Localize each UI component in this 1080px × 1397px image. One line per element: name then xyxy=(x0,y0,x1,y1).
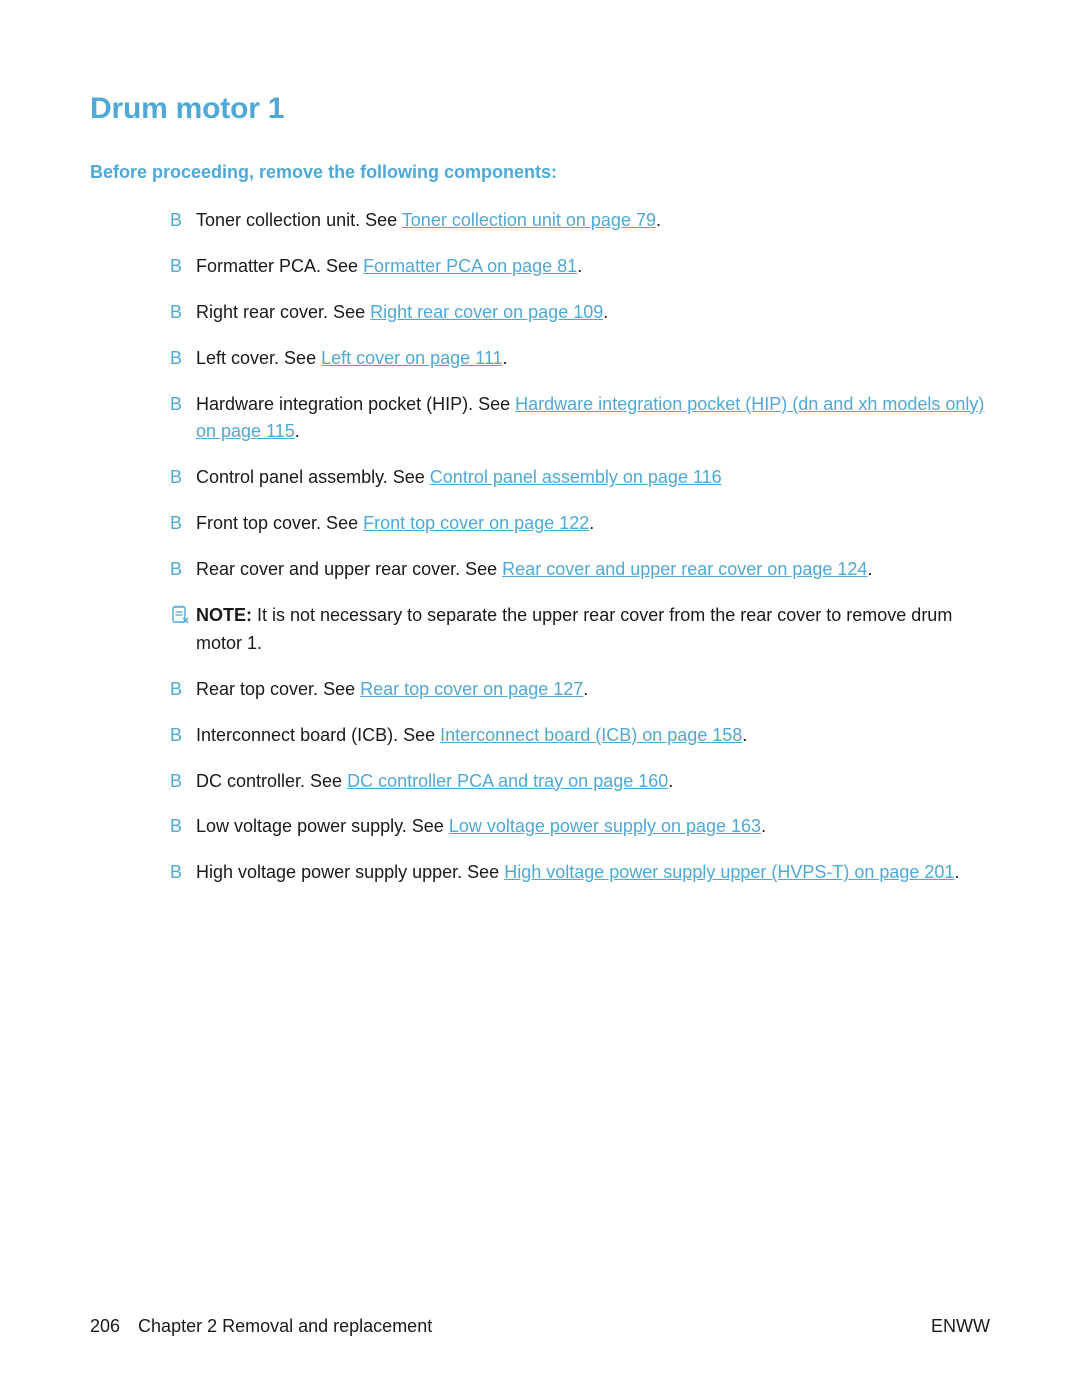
list-item: B Hardware integration pocket (HIP). See… xyxy=(170,391,990,447)
item-prefix: Toner collection unit. See xyxy=(196,210,402,230)
item-prefix: Front top cover. See xyxy=(196,513,363,533)
component-list: B Toner collection unit. See Toner colle… xyxy=(90,207,990,887)
cross-ref-link[interactable]: Interconnect board (ICB) on page 158 xyxy=(440,725,742,745)
item-prefix: Rear cover and upper rear cover. See xyxy=(196,559,502,579)
bullet-icon: B xyxy=(170,253,196,281)
page-title: Drum motor 1 xyxy=(90,92,990,126)
item-prefix: Low voltage power supply. See xyxy=(196,816,449,836)
list-item-body: Right rear cover. See Right rear cover o… xyxy=(196,299,990,327)
cross-ref-link[interactable]: Formatter PCA on page 81 xyxy=(363,256,577,276)
list-item: B Right rear cover. See Right rear cover… xyxy=(170,299,990,327)
cross-ref-link[interactable]: Toner collection unit on page 79 xyxy=(402,210,656,230)
list-item-body: Control panel assembly. See Control pane… xyxy=(196,464,990,492)
item-prefix: Left cover. See xyxy=(196,348,321,368)
item-suffix: . xyxy=(577,256,582,276)
note-text: It is not necessary to separate the uppe… xyxy=(196,605,952,653)
item-prefix: Rear top cover. See xyxy=(196,679,360,699)
list-item-body: Interconnect board (ICB). See Interconne… xyxy=(196,722,990,750)
bullet-icon: B xyxy=(170,859,196,887)
list-item-body: DC controller. See DC controller PCA and… xyxy=(196,768,990,796)
item-prefix: Formatter PCA. See xyxy=(196,256,363,276)
item-prefix: High voltage power supply upper. See xyxy=(196,862,504,882)
list-item: B Interconnect board (ICB). See Intercon… xyxy=(170,722,990,750)
section-subtitle: Before proceeding, remove the following … xyxy=(90,162,990,183)
list-item-body: Hardware integration pocket (HIP). See H… xyxy=(196,391,990,447)
cross-ref-link[interactable]: Low voltage power supply on page 163 xyxy=(449,816,761,836)
item-suffix: . xyxy=(589,513,594,533)
cross-ref-link[interactable]: Right rear cover on page 109 xyxy=(370,302,603,322)
item-suffix: . xyxy=(742,725,747,745)
note-body: NOTE: It is not necessary to separate th… xyxy=(196,602,990,658)
item-prefix: Hardware integration pocket (HIP). See xyxy=(196,394,515,414)
item-prefix: Control panel assembly. See xyxy=(196,467,430,487)
bullet-icon: B xyxy=(170,464,196,492)
item-suffix: . xyxy=(503,348,508,368)
list-item-body: Low voltage power supply. See Low voltag… xyxy=(196,813,990,841)
item-suffix: . xyxy=(656,210,661,230)
footer-right: ENWW xyxy=(931,1316,990,1337)
bullet-icon: B xyxy=(170,722,196,750)
list-item: B Control panel assembly. See Control pa… xyxy=(170,464,990,492)
list-item-body: Formatter PCA. See Formatter PCA on page… xyxy=(196,253,990,281)
item-suffix: . xyxy=(954,862,959,882)
bullet-icon: B xyxy=(170,556,196,584)
bullet-icon: B xyxy=(170,299,196,327)
item-prefix: Interconnect board (ICB). See xyxy=(196,725,440,745)
item-suffix: . xyxy=(867,559,872,579)
list-item: B Front top cover. See Front top cover o… xyxy=(170,510,990,538)
cross-ref-link[interactable]: High voltage power supply upper (HVPS-T)… xyxy=(504,862,954,882)
note-block: NOTE: It is not necessary to separate th… xyxy=(170,602,990,658)
list-item: B DC controller. See DC controller PCA a… xyxy=(170,768,990,796)
bullet-icon: B xyxy=(170,510,196,538)
item-suffix: . xyxy=(668,771,673,791)
list-item: B Rear cover and upper rear cover. See R… xyxy=(170,556,990,584)
list-item-body: Rear top cover. See Rear top cover on pa… xyxy=(196,676,990,704)
list-item: B Formatter PCA. See Formatter PCA on pa… xyxy=(170,253,990,281)
page-footer: 206 Chapter 2 Removal and replacement EN… xyxy=(90,1316,990,1337)
list-item-body: High voltage power supply upper. See Hig… xyxy=(196,859,990,887)
cross-ref-link[interactable]: Rear top cover on page 127 xyxy=(360,679,583,699)
item-prefix: DC controller. See xyxy=(196,771,347,791)
list-item: B Rear top cover. See Rear top cover on … xyxy=(170,676,990,704)
page-number: 206 xyxy=(90,1316,120,1337)
cross-ref-link[interactable]: Left cover on page 111 xyxy=(321,348,502,368)
list-item-body: Toner collection unit. See Toner collect… xyxy=(196,207,990,235)
note-label: NOTE: xyxy=(196,605,252,625)
list-item: B Left cover. See Left cover on page 111… xyxy=(170,345,990,373)
bullet-icon: B xyxy=(170,676,196,704)
chapter-label: Chapter 2 Removal and replacement xyxy=(138,1316,432,1337)
list-item-body: Rear cover and upper rear cover. See Rea… xyxy=(196,556,990,584)
list-item-body: Front top cover. See Front top cover on … xyxy=(196,510,990,538)
cross-ref-link[interactable]: Rear cover and upper rear cover on page … xyxy=(502,559,867,579)
item-suffix: . xyxy=(583,679,588,699)
bullet-icon: B xyxy=(170,345,196,373)
item-prefix: Right rear cover. See xyxy=(196,302,370,322)
list-item: B High voltage power supply upper. See H… xyxy=(170,859,990,887)
item-suffix: . xyxy=(295,421,300,441)
cross-ref-link[interactable]: Control panel assembly on page 116 xyxy=(430,467,722,487)
item-suffix: . xyxy=(761,816,766,836)
bullet-icon: B xyxy=(170,813,196,841)
bullet-icon: B xyxy=(170,768,196,796)
cross-ref-link[interactable]: Front top cover on page 122 xyxy=(363,513,589,533)
cross-ref-link[interactable]: DC controller PCA and tray on page 160 xyxy=(347,771,668,791)
bullet-icon: B xyxy=(170,391,196,419)
item-suffix: . xyxy=(603,302,608,322)
list-item: B Low voltage power supply. See Low volt… xyxy=(170,813,990,841)
list-item: B Toner collection unit. See Toner colle… xyxy=(170,207,990,235)
list-item-body: Left cover. See Left cover on page 111. xyxy=(196,345,990,373)
note-icon xyxy=(170,602,196,624)
bullet-icon: B xyxy=(170,207,196,235)
footer-left: 206 Chapter 2 Removal and replacement xyxy=(90,1316,432,1337)
